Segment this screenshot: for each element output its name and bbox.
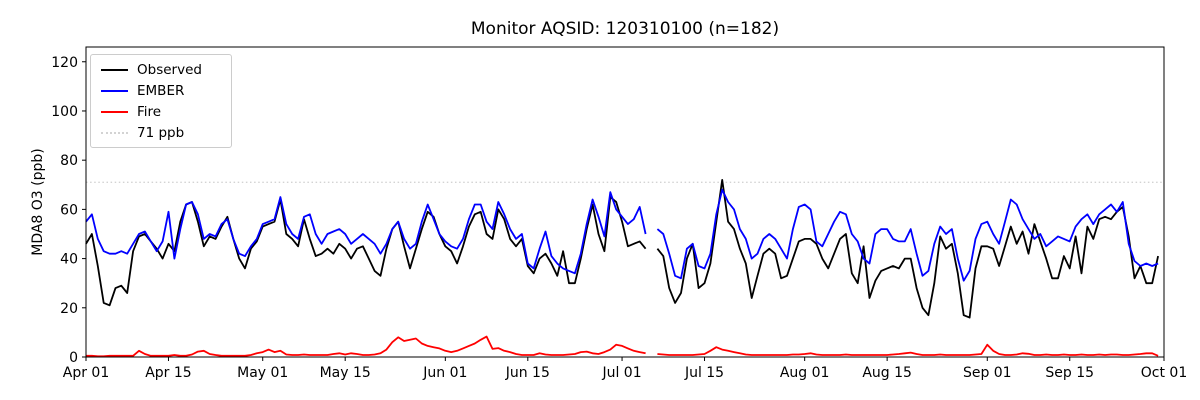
legend-item-observed: Observed	[101, 61, 222, 78]
x-tick-label: Jul 15	[684, 365, 724, 381]
legend-item-fire: Fire	[101, 103, 222, 120]
legend-item-71-ppb: 71 ppb	[101, 124, 222, 141]
observed-line	[85, 179, 1159, 319]
legend-label: Fire	[137, 103, 162, 120]
x-tick-label: Apr 15	[145, 365, 191, 381]
y-tick-label: 80	[60, 153, 78, 169]
x-tick-label: Sep 01	[963, 365, 1012, 381]
x-tick-label: Jul 01	[601, 365, 641, 381]
x-tick-label: May 01	[237, 365, 288, 381]
x-tick-label: May 15	[320, 365, 371, 381]
legend-label: 71 ppb	[137, 124, 185, 141]
legend-item-ember: EMBER	[101, 82, 222, 99]
legend: Observed EMBER Fire 71 ppb	[90, 54, 232, 148]
x-tick-label: Oct 01	[1141, 365, 1187, 381]
x-tick-label: Jun 15	[505, 365, 550, 381]
x-tick-label: Sep 15	[1045, 365, 1094, 381]
legend-line-swatch	[101, 68, 128, 71]
ember-line	[85, 188, 1159, 282]
x-tick-label: Apr 01	[63, 365, 109, 381]
y-tick-label: 20	[60, 301, 78, 317]
y-tick-label: 120	[51, 55, 78, 71]
y-tick-label: 100	[51, 104, 78, 120]
legend-label: Observed	[137, 61, 202, 78]
y-axis-label: MDA8 O3 (ppb)	[30, 148, 46, 256]
x-tick-label: Aug 15	[862, 365, 912, 381]
legend-line-swatch	[101, 131, 128, 134]
y-tick-label: 60	[60, 202, 78, 218]
legend-line-swatch	[101, 110, 128, 113]
fire-line	[86, 335, 1159, 358]
x-tick-label: Aug 01	[780, 365, 830, 381]
y-tick-label: 40	[60, 252, 78, 268]
legend-label: EMBER	[137, 82, 185, 99]
legend-line-swatch	[101, 89, 128, 92]
y-tick-label: 0	[69, 350, 78, 366]
chart-title: Monitor AQSID: 120310100 (n=182)	[470, 19, 780, 39]
x-tick-label: Jun 01	[422, 365, 467, 381]
plot-border	[85, 46, 1165, 358]
